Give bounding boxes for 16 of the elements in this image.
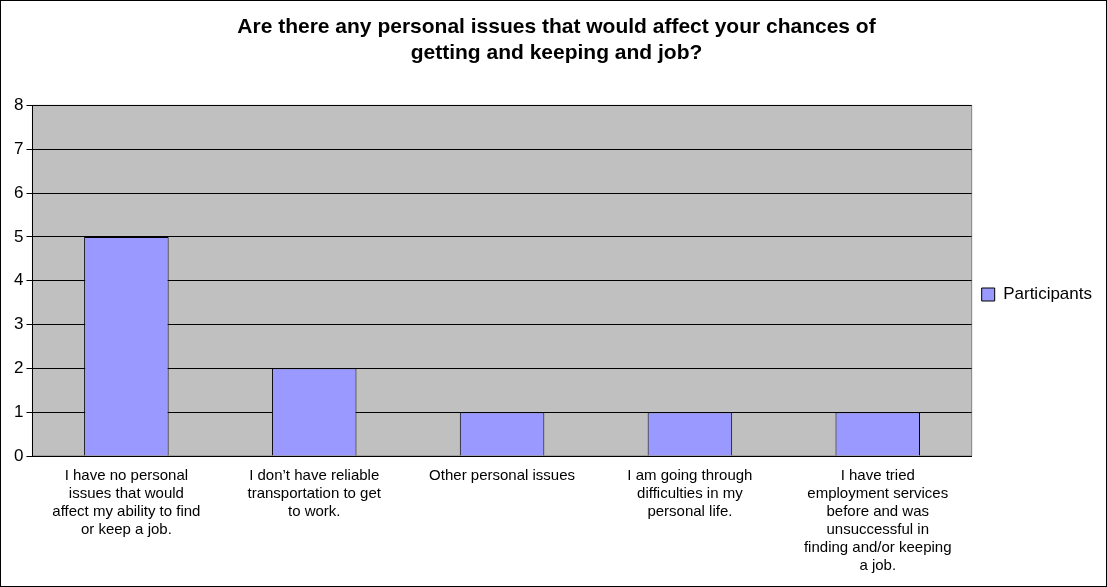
y-tick-label: 4 xyxy=(13,270,24,290)
y-tick-label: 1 xyxy=(13,401,24,421)
legend-label: Participants xyxy=(1003,284,1093,304)
y-tick-label: 5 xyxy=(13,226,24,246)
x-tick-label: I am going through difficulties in my personal life. xyxy=(627,466,753,520)
y-tick-label: 2 xyxy=(13,358,24,378)
y-tick-label: 6 xyxy=(13,182,24,202)
y-tick-label: 0 xyxy=(13,445,24,465)
y-tick-label: 3 xyxy=(13,314,24,334)
x-tick-label: I have no personal issues that would affect my ability to find or keep a job. xyxy=(52,466,201,538)
y-tick-label: 7 xyxy=(13,138,24,158)
x-tick-label: I don’t have reliable transportation to get to work. xyxy=(247,466,382,520)
y-tick-label: 8 xyxy=(13,95,24,115)
x-tick-label: Other personal issues xyxy=(429,466,576,484)
chart-title: Are there any personal issues that would affect your chances of getting and keeping and job? xyxy=(237,14,877,63)
x-tick-label: I have tried employment services before and was unsuccessful in finding and/or keeping a job. xyxy=(803,466,952,574)
